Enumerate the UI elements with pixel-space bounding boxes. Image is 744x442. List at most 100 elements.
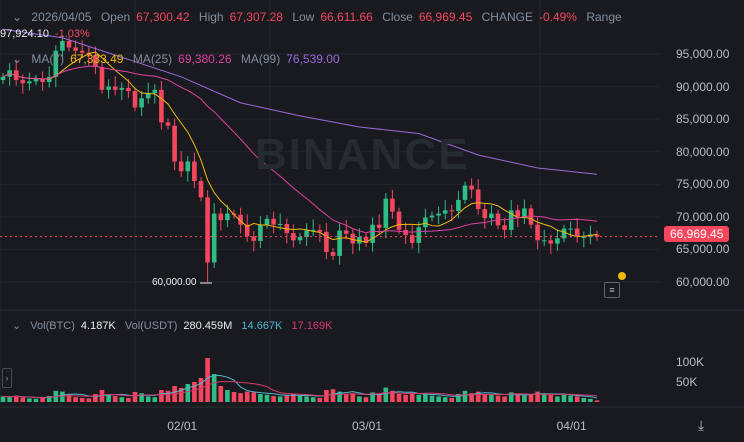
candle-body bbox=[343, 230, 349, 234]
volume-bar bbox=[502, 396, 507, 402]
volume-legend: ⌄ Vol(BTC) 4.187K Vol(USDT) 280.459M 14.66… bbox=[12, 319, 338, 332]
y-tick-label: 65,000.00 bbox=[676, 242, 730, 257]
volume-bar bbox=[73, 397, 78, 402]
ma-chevron-icon[interactable]: ⌄ bbox=[12, 52, 23, 66]
volume-bar bbox=[258, 394, 263, 402]
volume-bar bbox=[528, 394, 534, 402]
candle-body bbox=[396, 211, 402, 230]
volume-bar bbox=[218, 386, 224, 402]
volume-bar bbox=[192, 382, 197, 402]
y-tick-label: 85,000.00 bbox=[676, 112, 730, 127]
candle-body bbox=[218, 213, 224, 221]
volume-bar bbox=[436, 396, 441, 402]
high-marker: 97,924.10 -1.03% bbox=[0, 28, 96, 40]
volume-tick-label: 100K bbox=[676, 355, 705, 369]
candle-body bbox=[574, 228, 580, 238]
volume-bar bbox=[581, 398, 587, 402]
volume-bar bbox=[508, 392, 514, 402]
volume-bar bbox=[231, 392, 237, 402]
candle-body bbox=[297, 237, 303, 241]
close-value: 66,969.45 bbox=[418, 10, 473, 24]
ma99-label: MA(99) bbox=[240, 52, 281, 66]
candle-body bbox=[106, 86, 111, 90]
volume-bar bbox=[60, 391, 65, 402]
volume-bar bbox=[548, 394, 554, 402]
volume-bar bbox=[541, 393, 547, 402]
candle-body bbox=[112, 86, 118, 90]
volume-bar bbox=[159, 390, 164, 402]
volume-bar bbox=[561, 394, 567, 402]
candle-body bbox=[403, 229, 408, 236]
volume-bar bbox=[291, 394, 296, 402]
event-dot-icon[interactable] bbox=[618, 272, 626, 280]
volume-bar bbox=[337, 391, 342, 402]
low-value: 66,611.66 bbox=[320, 10, 373, 24]
candle-body bbox=[0, 76, 6, 81]
volume-bar bbox=[271, 396, 276, 402]
volume-bar bbox=[568, 395, 573, 402]
vol-ma1-value: 14.667K bbox=[241, 320, 283, 332]
open-label: Open bbox=[100, 10, 131, 24]
candle-body bbox=[244, 224, 250, 237]
collapse-chevron-icon[interactable]: ⌄ bbox=[12, 10, 23, 24]
candle-body bbox=[337, 230, 342, 256]
last-price-badge: 66,969.45 bbox=[664, 226, 730, 242]
candle-body bbox=[238, 214, 243, 225]
candle-body bbox=[20, 80, 26, 84]
candle-body bbox=[324, 231, 329, 253]
candle-body bbox=[594, 234, 600, 237]
candle-body bbox=[383, 198, 389, 228]
expand-panel-icon[interactable]: › bbox=[2, 368, 12, 388]
candle-body bbox=[192, 161, 197, 182]
candle-body bbox=[205, 197, 210, 263]
volume-bar bbox=[145, 396, 151, 402]
candle-body bbox=[264, 218, 270, 225]
volume-bar bbox=[409, 393, 415, 402]
y-tick-label: 75,000.00 bbox=[676, 177, 730, 192]
candle-body bbox=[73, 47, 78, 51]
candle-body bbox=[66, 40, 72, 48]
candle-body bbox=[423, 217, 428, 228]
volume-bar bbox=[383, 387, 389, 402]
volume-bar bbox=[126, 398, 131, 402]
y-tick-label: 60,000.00 bbox=[676, 274, 730, 289]
high-marker-pct: -1.03% bbox=[54, 28, 90, 40]
volume-bar bbox=[423, 394, 428, 402]
ma99-line bbox=[2, 28, 598, 175]
volume-bar bbox=[324, 390, 329, 402]
ma-legend: ⌄ MA(7) 67,333.49 MA(25) 69,380.26 MA(99) 7… bbox=[12, 52, 346, 66]
volume-bar bbox=[139, 393, 144, 402]
volume-bar bbox=[390, 390, 395, 402]
candle-body bbox=[462, 185, 468, 200]
vol-chevron-icon[interactable]: ⌄ bbox=[12, 320, 22, 332]
x-tick-label: 02/01 bbox=[167, 419, 198, 433]
candle-body bbox=[198, 181, 204, 198]
y-tick-label: 80,000.00 bbox=[676, 144, 730, 159]
candle-body bbox=[185, 161, 191, 172]
ma7-value: 67,333.49 bbox=[70, 52, 124, 66]
volume-bar bbox=[310, 397, 316, 402]
range-label[interactable]: Range bbox=[586, 10, 622, 24]
volume-bar bbox=[495, 395, 501, 402]
x-tick-label: 04/01 bbox=[556, 419, 587, 433]
scroll-to-latest-icon[interactable]: ⤓ bbox=[698, 417, 705, 433]
volume-bar bbox=[178, 388, 184, 402]
candle-body bbox=[211, 213, 217, 263]
candle-body bbox=[376, 224, 382, 228]
volume-bar bbox=[119, 397, 125, 402]
candle-body bbox=[508, 210, 514, 230]
candle-body bbox=[330, 252, 336, 256]
volume-bar bbox=[106, 394, 111, 402]
ma7-label: MA(7) bbox=[31, 52, 65, 66]
volume-bar bbox=[251, 392, 257, 402]
news-icon[interactable]: ≡ bbox=[604, 282, 620, 298]
high-marker-label: 97,924.10 bbox=[0, 28, 49, 40]
candle-body bbox=[522, 208, 527, 217]
candle-body bbox=[251, 236, 257, 241]
volume-bar bbox=[185, 384, 191, 402]
low-label: Low bbox=[292, 10, 315, 24]
x-tick-label: 03/01 bbox=[352, 419, 383, 433]
candle-body bbox=[13, 70, 19, 81]
candle-body bbox=[475, 189, 481, 210]
